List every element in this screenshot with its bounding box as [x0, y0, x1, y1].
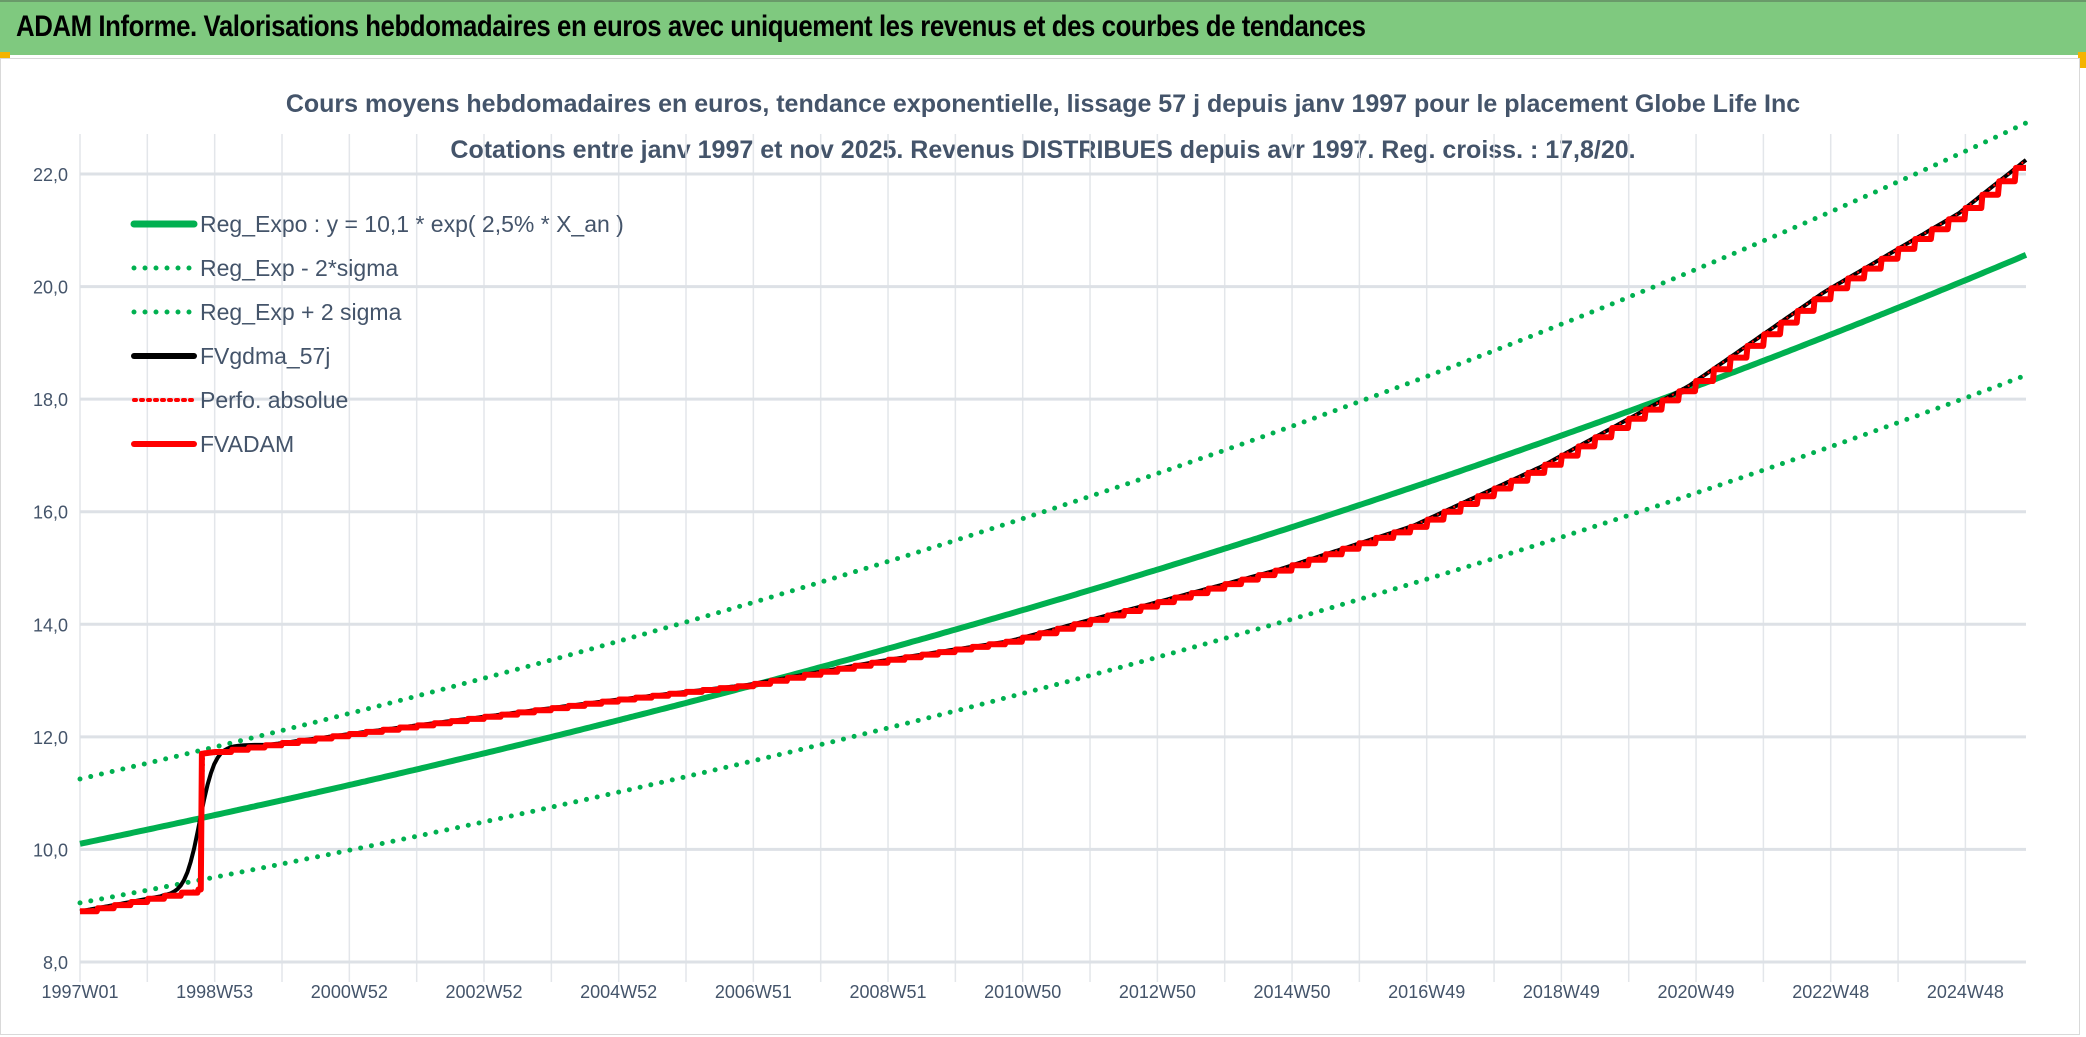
- x-tick-label: 2016W49: [1388, 982, 1465, 1002]
- x-tick-label: 2002W52: [445, 982, 522, 1002]
- x-tick-label: 2012W50: [1119, 982, 1196, 1002]
- selection-handle[interactable]: [0, 52, 10, 60]
- chart-area: [0, 58, 2080, 1035]
- series-perfo-absolue: [79, 159, 2027, 913]
- x-tick-label: 2006W51: [715, 982, 792, 1002]
- legend-label: Reg_Expo : y = 10,1 * exp( 2,5% * X_an ): [200, 211, 624, 237]
- y-tick-label: 8,0: [43, 953, 68, 973]
- legend-label: Perfo. absolue: [200, 387, 348, 413]
- x-tick-label: 2004W52: [580, 982, 657, 1002]
- y-tick-label: 18,0: [33, 390, 68, 410]
- x-tick-label: 1998W53: [176, 982, 253, 1002]
- y-tick-label: 16,0: [33, 503, 68, 523]
- y-tick-label: 22,0: [33, 165, 68, 185]
- chart-subtitle: Cotations entre janv 1997 et nov 2025. R…: [450, 136, 1635, 164]
- y-tick-label: 14,0: [33, 615, 68, 635]
- selection-handle[interactable]: [2078, 52, 2086, 68]
- x-tick-label: 2008W51: [849, 982, 926, 1002]
- legend: Reg_Expo : y = 10,1 * exp( 2,5% * X_an )…: [130, 211, 624, 457]
- legend-label: FVADAM: [200, 431, 294, 457]
- y-tick-label: 20,0: [33, 278, 68, 298]
- x-tick-label: 2020W49: [1658, 982, 1735, 1002]
- x-tick-label: 1997W01: [41, 982, 118, 1002]
- x-tick-label: 2010W50: [984, 982, 1061, 1002]
- x-tick-label: 2000W52: [311, 982, 388, 1002]
- series-reg-expo: [79, 252, 2028, 847]
- series-reg-exp-plus-2sigma: [77, 120, 2029, 782]
- chart-title: Cours moyens hebdomadaires en euros, ten…: [286, 90, 1800, 118]
- y-tick-label: 10,0: [33, 840, 68, 860]
- x-tick-label: 2024W48: [1927, 982, 2004, 1002]
- series-reg-exp-minus-2sigma: [77, 372, 2029, 906]
- y-tick-label: 12,0: [33, 728, 68, 748]
- legend-label: Reg_Exp - 2*sigma: [200, 255, 398, 281]
- x-tick-label: 2018W49: [1523, 982, 1600, 1002]
- legend-label: Reg_Exp + 2 sigma: [200, 299, 402, 325]
- x-tick-label: 2014W50: [1254, 982, 1331, 1002]
- x-tick-label: 2022W48: [1792, 982, 1869, 1002]
- report-header: ADAM Informe. Valorisations hebdomadaire…: [0, 0, 2086, 55]
- legend-label: FVgdma_57j: [200, 343, 330, 369]
- report-title: ADAM Informe. Valorisations hebdomadaire…: [16, 10, 1366, 43]
- series-fvadam: [78, 164, 2028, 915]
